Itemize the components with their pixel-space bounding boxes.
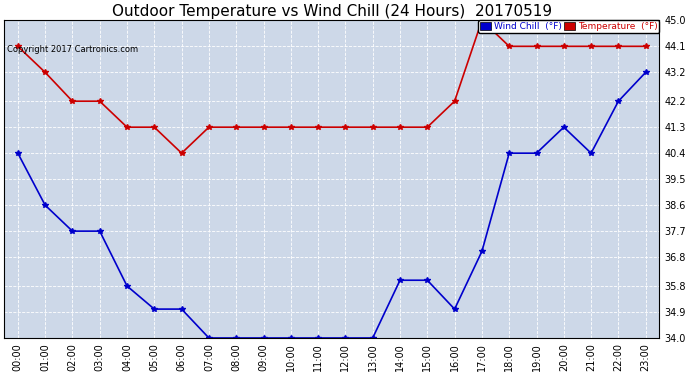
- Text: Copyright 2017 Cartronics.com: Copyright 2017 Cartronics.com: [7, 45, 138, 54]
- Title: Outdoor Temperature vs Wind Chill (24 Hours)  20170519: Outdoor Temperature vs Wind Chill (24 Ho…: [112, 4, 552, 19]
- Legend: Wind Chill  (°F), Temperature  (°F): Wind Chill (°F), Temperature (°F): [478, 20, 660, 33]
